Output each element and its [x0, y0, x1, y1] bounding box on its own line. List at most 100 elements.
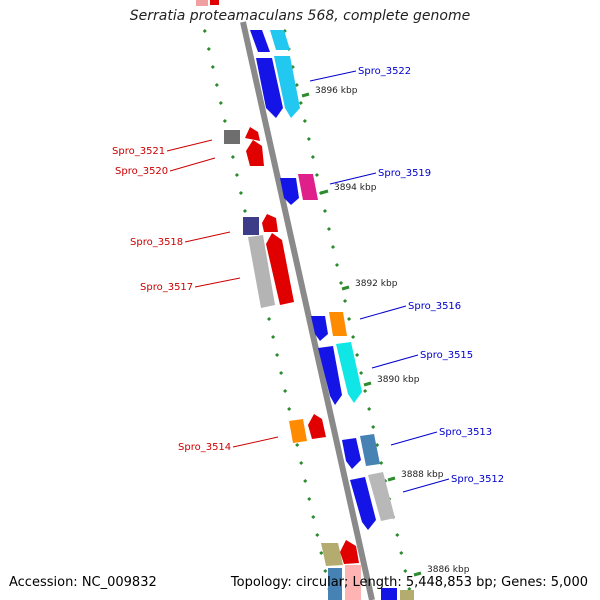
ruler-tick — [351, 334, 356, 340]
feature-block — [196, 0, 208, 6]
gene-label[interactable]: Spro_3520 — [115, 166, 168, 177]
orf-arrow — [298, 174, 318, 200]
gene-leader-line — [371, 354, 419, 369]
orf-arrow — [336, 342, 362, 403]
cds-arrow-small — [342, 438, 361, 469]
gene-leader-line — [169, 157, 216, 172]
ruler-tick — [347, 316, 352, 322]
cds-arrow — [256, 58, 283, 118]
gene-label[interactable]: Spro_3519 — [378, 168, 431, 179]
accession-label: Accession: NC_009832 — [9, 575, 157, 590]
cds-arrow-small — [311, 316, 328, 341]
ruler-tick — [234, 172, 239, 178]
ruler-tick — [267, 316, 272, 322]
ruler-tick — [310, 154, 315, 160]
ruler-tick — [238, 190, 244, 196]
ruler-tick — [338, 280, 344, 286]
ruler-tick — [282, 28, 287, 34]
cds-arrow-small — [262, 214, 278, 232]
gene-label[interactable]: Spro_3515 — [420, 350, 473, 361]
gene-leader-line — [232, 436, 279, 448]
gene-leader-line — [390, 431, 438, 446]
ruler-tick — [322, 208, 328, 214]
orf-arrow-small — [360, 434, 380, 466]
ruler-tick — [367, 406, 372, 412]
ruler-label: 3886 kbp — [427, 565, 470, 575]
orf-arrow — [274, 56, 300, 118]
ruler-label: 3888 kbp — [401, 470, 444, 480]
ruler-tick — [363, 388, 368, 394]
feature-block — [210, 0, 219, 5]
ruler-tick — [210, 64, 215, 70]
ruler-tick — [290, 64, 295, 70]
feature-block — [328, 568, 342, 600]
gene-leader-line — [184, 231, 231, 243]
feature-block — [381, 588, 397, 600]
ruler-major-tick — [413, 571, 422, 577]
ruler-major-tick — [387, 476, 396, 482]
ruler-label: 3894 kbp — [334, 183, 377, 193]
orf-arrow-small — [270, 30, 290, 50]
ruler-tick — [298, 100, 303, 106]
ruler-labels: 3896 kbp 3894 kbp 3892 kbp 3890 kbp 3888 kbp… — [301, 86, 470, 577]
ruler-tick — [306, 136, 311, 142]
gene-label[interactable]: Spro_3516 — [408, 301, 461, 312]
ruler-tick — [283, 388, 288, 394]
gene-label[interactable]: Spro_3517 — [140, 282, 193, 293]
ruler-tick — [319, 550, 324, 556]
ruler-tick — [275, 352, 280, 358]
gene-label[interactable]: Spro_3518 — [130, 237, 183, 248]
ruler-label: 3896 kbp — [315, 86, 358, 96]
ruler-tick — [299, 460, 304, 466]
cds-arrow-small — [245, 127, 260, 141]
ruler-tick — [323, 568, 328, 574]
ruler-tick — [326, 226, 332, 232]
backbone — [240, 21, 375, 600]
ruler-tick — [295, 442, 300, 448]
cds-arrow — [318, 346, 342, 405]
ruler-major-tick — [363, 381, 372, 387]
gene-labels: Spro_3522 Spro_3521 Spro_3520 Spro_3519 Spro… — [112, 66, 504, 493]
ruler-tick — [395, 532, 400, 538]
gene-label[interactable]: Spro_3514 — [178, 442, 231, 453]
cds-arrow-small — [250, 30, 270, 52]
cds-arrow-small — [340, 540, 359, 564]
ruler-tick — [379, 460, 384, 466]
gene-leader-line — [194, 277, 241, 288]
feature-blocks — [196, 0, 414, 600]
cds-arrow — [308, 414, 326, 439]
ruler-tick — [206, 46, 211, 52]
ruler-major-tick — [320, 189, 329, 195]
ruler-tick — [271, 334, 276, 340]
cds-arrow — [350, 477, 376, 530]
gene-label[interactable]: Spro_3512 — [451, 474, 504, 485]
ruler-tick — [314, 172, 319, 178]
cds-arrow — [280, 178, 299, 205]
ruler-major-tick — [341, 285, 350, 291]
feature-block — [321, 543, 343, 566]
ruler-tick — [242, 208, 248, 214]
gene-leader-line — [166, 139, 213, 152]
ruler-tick — [218, 100, 223, 106]
ruler-tick — [371, 424, 376, 430]
gene-leader-line — [309, 70, 357, 82]
ruler-tick — [214, 82, 219, 88]
ruler-tick — [334, 262, 340, 268]
ruler-tick — [307, 496, 312, 502]
ruler-tick — [330, 244, 336, 250]
orf-arrow — [248, 235, 275, 308]
cds-arrow — [246, 140, 264, 166]
gene-label[interactable]: Spro_3513 — [439, 427, 492, 438]
gene-leader-line — [402, 478, 450, 493]
ruler-label: 3890 kbp — [377, 375, 420, 385]
ruler-tick — [279, 370, 284, 376]
gene-label[interactable]: Spro_3522 — [358, 66, 411, 77]
gene-label[interactable]: Spro_3521 — [112, 146, 165, 157]
ruler-major-tick — [301, 92, 310, 98]
gene-leader-line — [329, 172, 377, 185]
ruler-tick — [342, 298, 348, 304]
ruler-tick — [403, 568, 408, 574]
ruler-tick — [311, 514, 316, 520]
ruler-tick — [375, 442, 380, 448]
